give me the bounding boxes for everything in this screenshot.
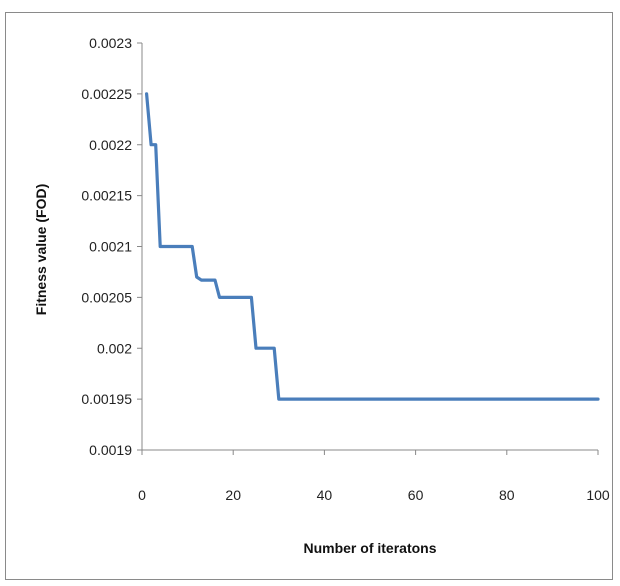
x-tick-label: 20 <box>225 487 241 503</box>
y-axis-ticks: 0.0019 0.00195 0.002 0.00205 0.0021 0.00215 0.… <box>81 35 142 458</box>
y-axis-title: Fitness value (FOD) <box>33 184 49 315</box>
y-tick-label: 0.002 <box>97 340 132 356</box>
x-tick-label: 100 <box>586 487 610 503</box>
chart-frame <box>5 12 613 580</box>
x-axis-ticks: 0 20 40 60 80 100 <box>138 450 610 503</box>
x-tick-label: 80 <box>499 487 515 503</box>
y-tick-label: 0.00195 <box>81 391 132 407</box>
y-tick-label: 0.00225 <box>81 86 132 102</box>
y-tick-label: 0.0019 <box>89 442 132 458</box>
y-tick-label: 0.00205 <box>81 289 132 305</box>
series-line <box>145 92 600 401</box>
x-axis-title: Number of iteratons <box>303 540 436 556</box>
x-tick-label: 60 <box>408 487 424 503</box>
y-tick-label: 0.0022 <box>89 137 132 153</box>
y-tick-label: 0.00215 <box>81 188 132 204</box>
y-tick-label: 0.0021 <box>89 239 132 255</box>
x-tick-label: 0 <box>138 487 146 503</box>
series-layer <box>145 92 600 401</box>
y-tick-label: 0.0023 <box>89 35 132 51</box>
x-tick-label: 40 <box>317 487 333 503</box>
